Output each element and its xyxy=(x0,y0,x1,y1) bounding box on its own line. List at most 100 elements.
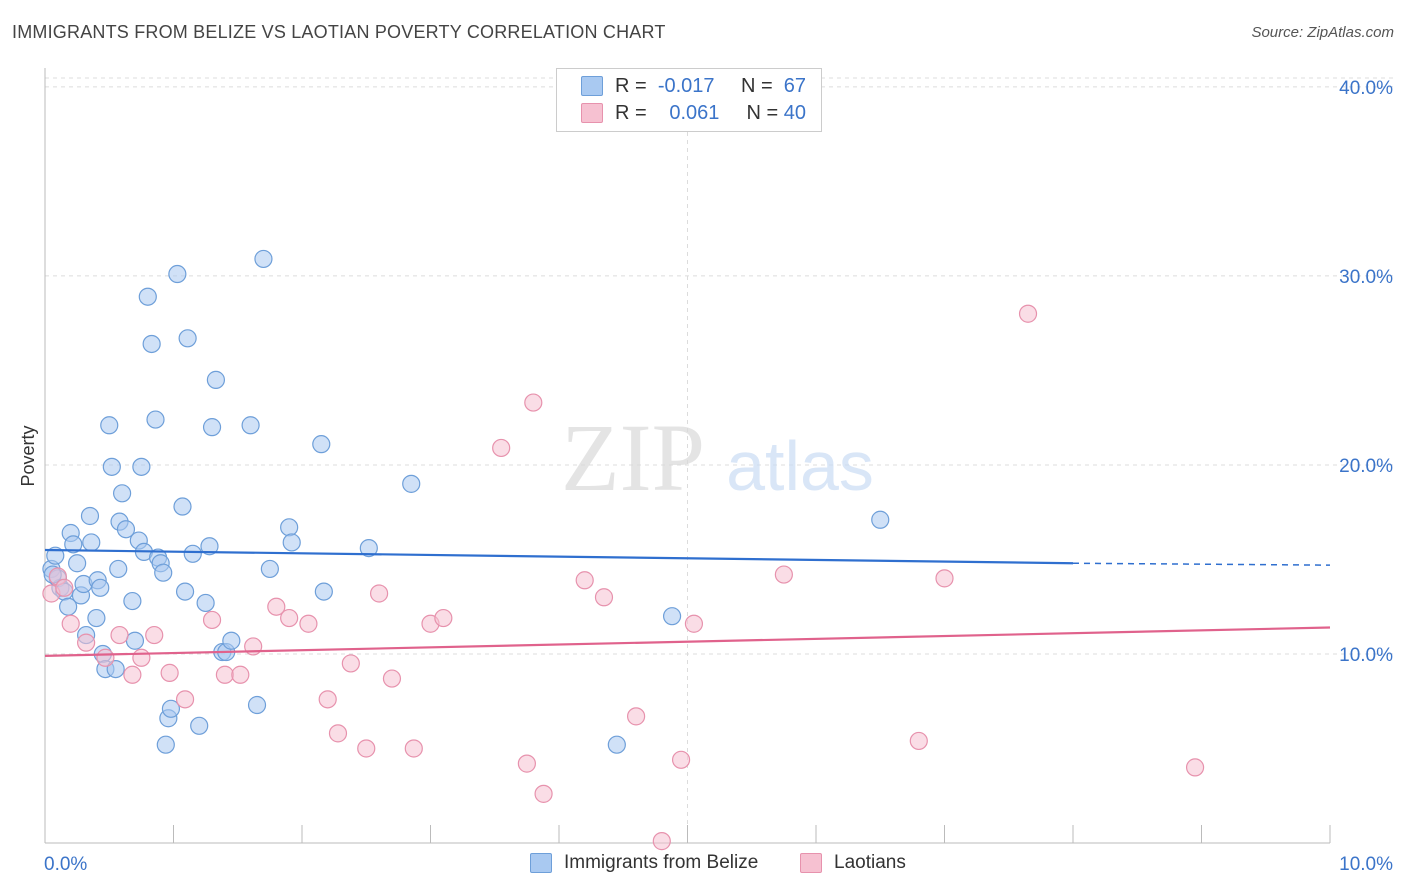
point-belize xyxy=(247,695,267,715)
legend-r-label: R = xyxy=(615,101,647,124)
point-laotians xyxy=(55,578,74,597)
point-belize xyxy=(871,510,890,529)
point-belize xyxy=(142,334,161,354)
watermark-zip: ZIP xyxy=(561,404,705,511)
point-belize xyxy=(202,418,222,437)
point-laotians xyxy=(202,610,222,630)
point-belize xyxy=(196,593,215,613)
point-laotians xyxy=(77,633,96,652)
x-tick-label: 0.0% xyxy=(44,854,87,875)
trend-line-laotians xyxy=(44,626,1331,657)
bottom-legend-label-belize: Immigrants from Belize xyxy=(564,852,759,873)
watermark-atlas: atlas xyxy=(726,427,874,505)
point-belize xyxy=(109,559,128,579)
point-belize xyxy=(222,631,241,650)
point-belize xyxy=(190,716,209,735)
point-belize xyxy=(161,699,181,718)
point-belize xyxy=(662,607,682,626)
point-belize xyxy=(173,497,192,516)
legend-n-label: N = xyxy=(740,74,773,97)
point-belize xyxy=(206,370,226,389)
point-belize xyxy=(178,329,197,348)
point-laotians xyxy=(231,665,250,684)
point-belize xyxy=(254,249,273,269)
point-laotians xyxy=(575,571,594,590)
source-label: Source: ZipAtlas.com xyxy=(1251,24,1394,41)
point-belize xyxy=(87,608,106,628)
legend-swatch-belize xyxy=(581,76,603,96)
point-belize xyxy=(80,506,100,526)
y-tick-label: 30.0% xyxy=(1339,267,1393,288)
y-axis-title: Poverty xyxy=(18,425,38,486)
legend-n-value: 67 xyxy=(783,74,806,97)
y-tick-label: 10.0% xyxy=(1339,645,1393,666)
legend-n-value: 40 xyxy=(783,101,806,124)
point-belize xyxy=(46,546,65,565)
point-laotians xyxy=(517,754,536,773)
bottom-legend-swatch-laotians xyxy=(800,853,822,873)
grid-lines xyxy=(45,68,1395,843)
point-laotians xyxy=(671,750,691,769)
point-laotians xyxy=(123,665,142,684)
point-belize xyxy=(402,474,421,493)
legend-n-label: N = xyxy=(746,101,779,124)
bottom-legend-label-laotians: Laotians xyxy=(834,852,906,873)
point-laotians xyxy=(215,665,234,684)
legend-swatch-laotians xyxy=(581,103,603,123)
point-belize xyxy=(125,631,145,650)
point-belize xyxy=(91,578,110,597)
legend-row-laotians: R = 0.061 N = 40 xyxy=(581,100,806,126)
point-belize xyxy=(102,457,121,476)
point-laotians xyxy=(357,739,376,758)
point-laotians xyxy=(774,565,793,584)
trend-lines xyxy=(44,548,1331,657)
point-laotians xyxy=(132,648,151,667)
point-belize xyxy=(312,435,331,454)
point-laotians xyxy=(96,648,115,667)
point-belize xyxy=(168,264,187,284)
legend-r-value: -0.017 xyxy=(657,74,715,97)
point-laotians xyxy=(267,597,286,616)
point-belize xyxy=(123,591,142,611)
point-laotians xyxy=(594,588,614,607)
point-laotians xyxy=(534,784,553,803)
point-belize xyxy=(100,416,119,435)
point-belize xyxy=(68,554,87,573)
point-belize xyxy=(260,559,279,579)
trend-line-belize xyxy=(44,548,1074,565)
watermark: ZIP atlas xyxy=(561,404,874,511)
point-belize xyxy=(175,582,195,601)
point-laotians xyxy=(280,608,299,628)
point-laotians xyxy=(110,625,129,645)
point-laotians xyxy=(684,614,704,633)
point-laotians xyxy=(175,690,195,709)
point-laotians xyxy=(1185,758,1205,777)
point-laotians xyxy=(909,731,928,751)
point-belize xyxy=(314,582,333,601)
scatter-points xyxy=(42,249,1205,851)
bottom-legend-belize: Immigrants from Belize xyxy=(530,852,758,874)
point-belize xyxy=(116,520,136,539)
point-laotians xyxy=(382,669,402,688)
x-tick-label: 10.0% xyxy=(1339,854,1393,875)
point-belize xyxy=(138,287,157,306)
trend-line-belize-extension xyxy=(1072,562,1331,566)
point-laotians xyxy=(145,625,164,645)
stats-legend: R = -0.017 N = 67 R = 0.061 N = 40 xyxy=(556,68,822,132)
point-belize xyxy=(359,539,378,558)
point-belize xyxy=(132,457,151,476)
y-tick-label: 40.0% xyxy=(1339,78,1393,99)
point-belize xyxy=(241,416,260,435)
point-belize xyxy=(607,735,626,754)
bottom-legend-laotians: Laotians xyxy=(800,852,906,874)
point-belize xyxy=(183,544,202,563)
point-belize xyxy=(64,535,83,554)
point-belize xyxy=(154,563,173,582)
chart-title: IMMIGRANTS FROM BELIZE VS LAOTIAN POVERT… xyxy=(12,22,666,42)
point-belize xyxy=(280,518,299,537)
point-laotians xyxy=(652,832,671,851)
point-laotians xyxy=(160,663,179,682)
point-laotians xyxy=(434,608,453,628)
point-laotians xyxy=(935,569,954,588)
point-belize xyxy=(282,533,301,552)
